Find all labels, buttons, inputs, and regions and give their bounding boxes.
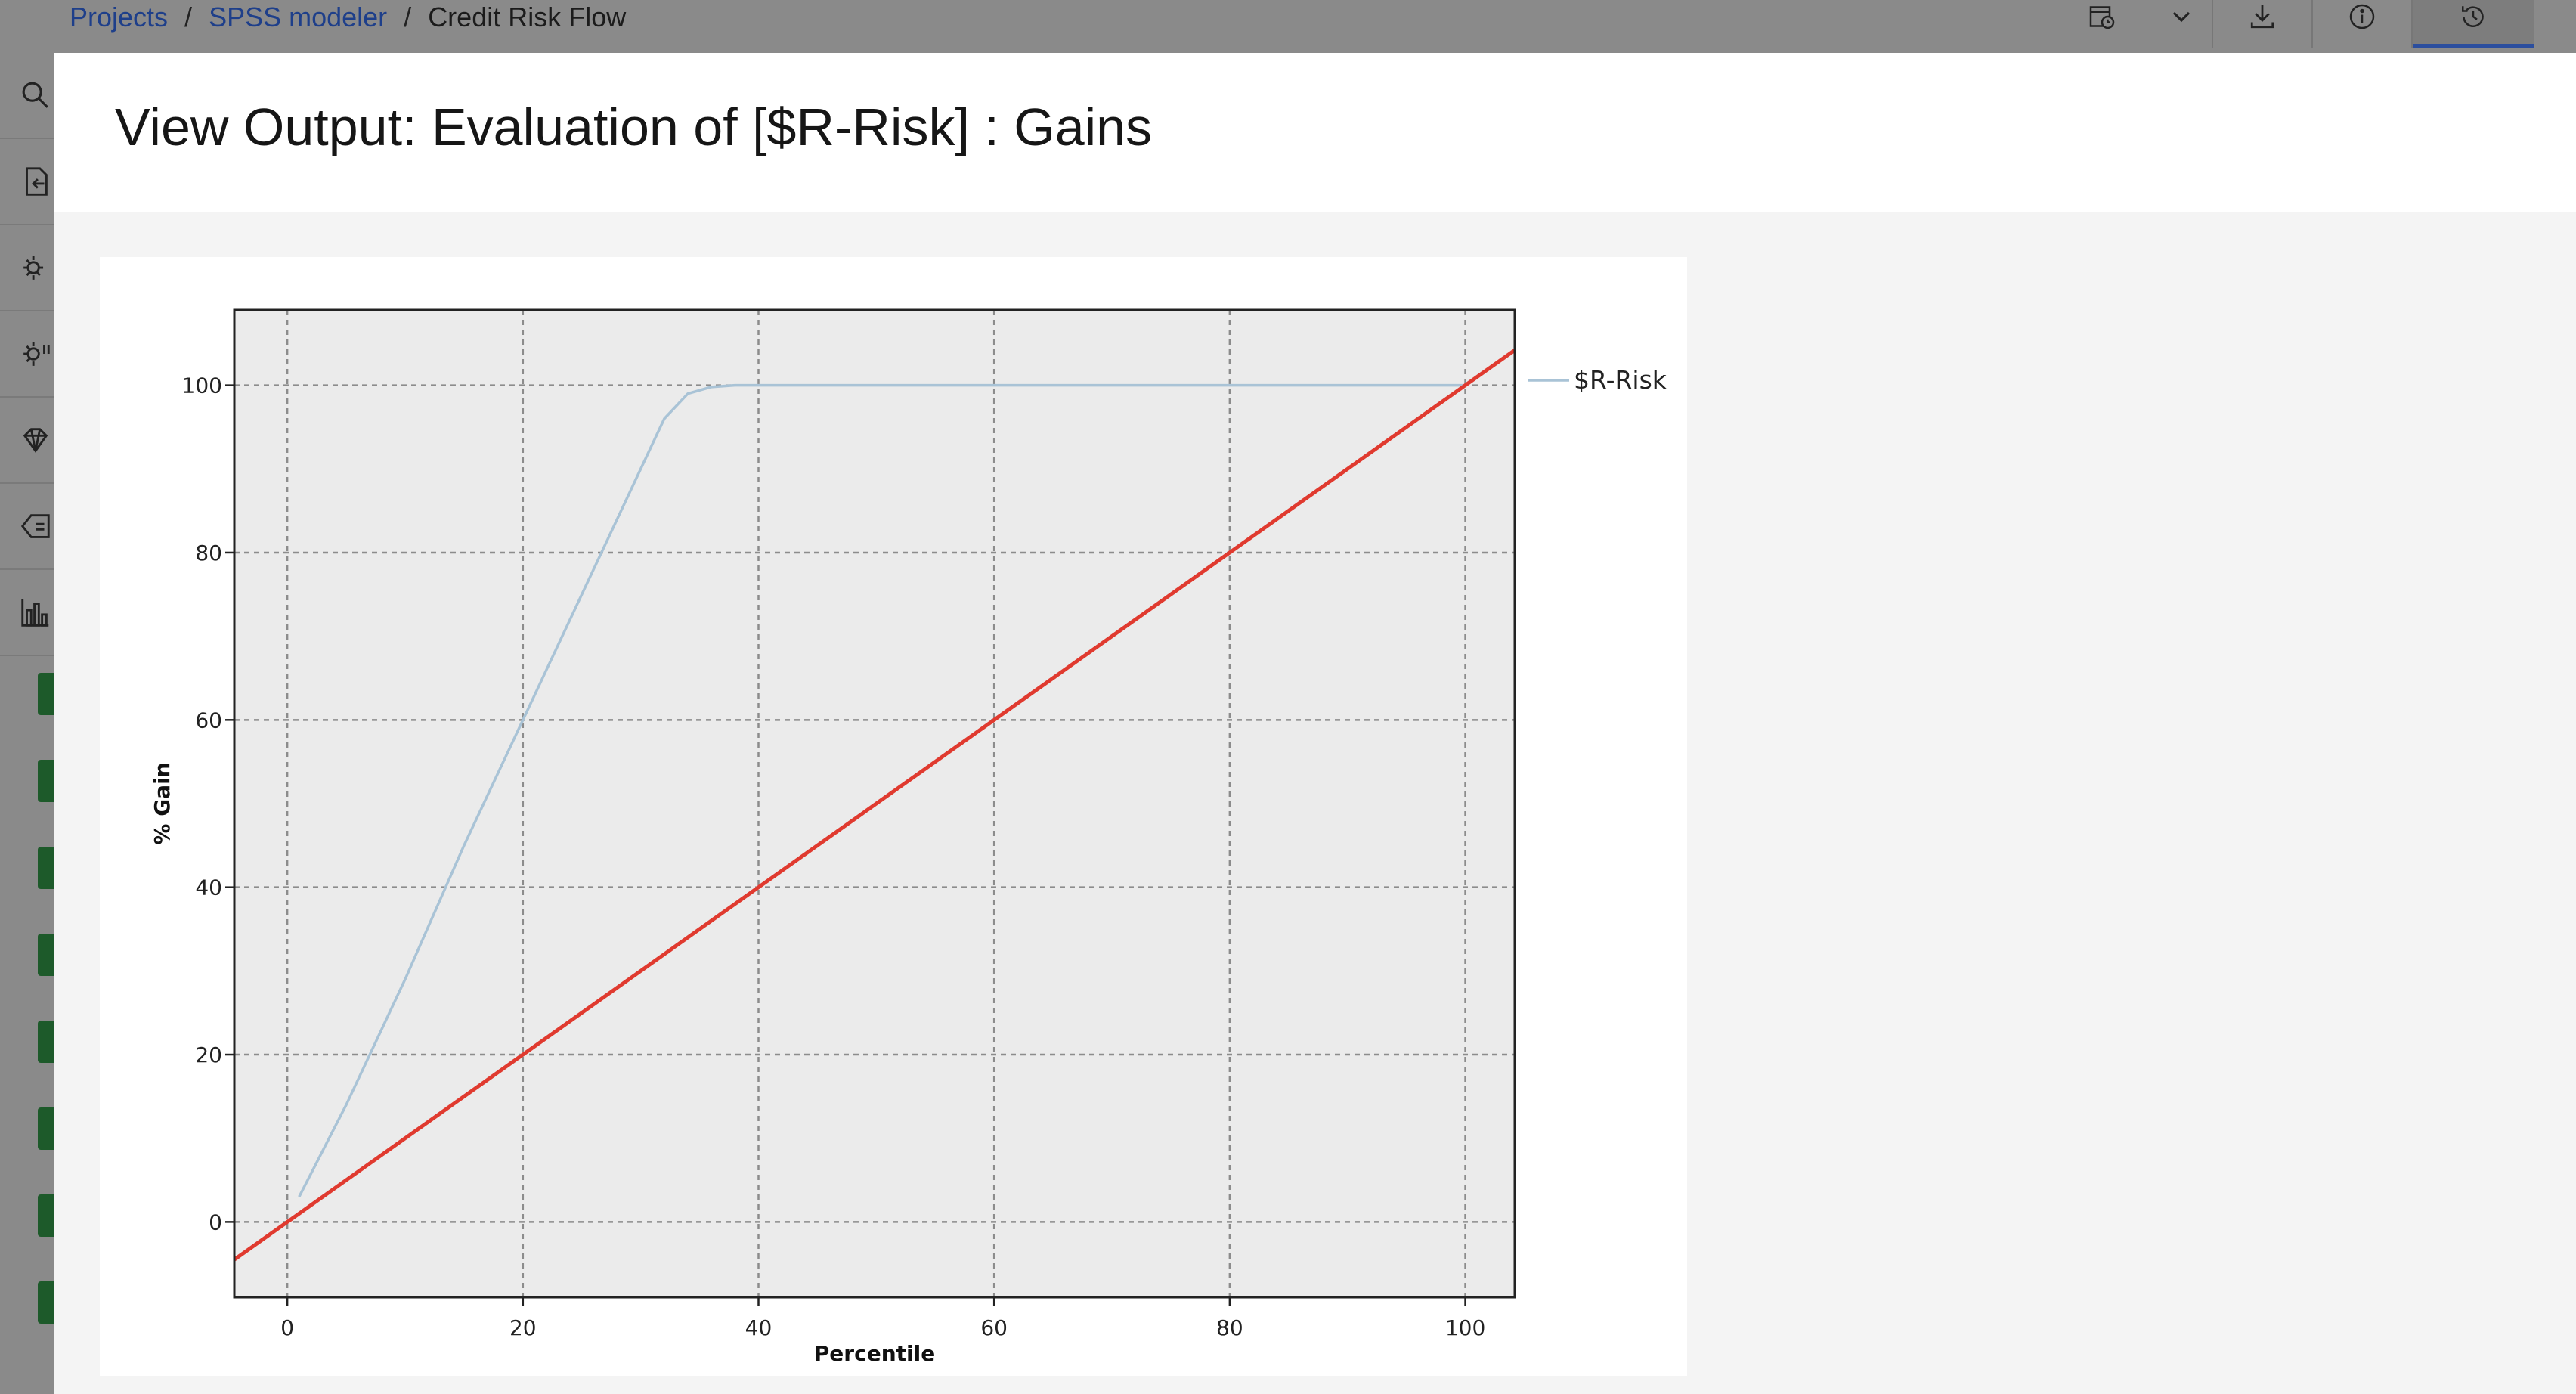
y-tick-label: 20: [195, 1042, 222, 1067]
series-line-baseline: [234, 348, 1515, 1262]
breadcrumb-separator: /: [404, 2, 412, 33]
toolbar: [2053, 0, 2576, 51]
y-tick-label: 80: [195, 541, 222, 565]
search-icon: [22, 82, 48, 108]
history-icon: [2462, 6, 2484, 27]
x-tick-label: 0: [280, 1315, 294, 1340]
plot-border: [233, 308, 1516, 1299]
schedule-menu-button[interactable]: [2151, 0, 2212, 48]
breadcrumb-current: Credit Risk Flow: [428, 2, 627, 33]
rail-field-ops[interactable]: [0, 311, 56, 398]
import-icon: [26, 167, 48, 196]
schedule-button[interactable]: [2053, 0, 2151, 48]
info-icon: [2349, 4, 2375, 29]
text-analytics-icon: [20, 514, 50, 538]
series-line-model: [298, 383, 1466, 1197]
y-tick-label: 0: [209, 1210, 222, 1234]
info-button[interactable]: [2313, 0, 2411, 48]
y-tick-label: 40: [195, 875, 222, 900]
schedule-icon: [2089, 6, 2115, 29]
x-tick-label: 100: [1445, 1315, 1485, 1340]
x-tick-label: 60: [980, 1315, 1008, 1340]
x-tick-label: 40: [745, 1315, 772, 1340]
rail-text-analytics[interactable]: [0, 484, 56, 570]
graphs-icon: [21, 599, 49, 627]
breadcrumb-separator: /: [184, 2, 193, 33]
divider: [2311, 0, 2313, 48]
y-tick-label: 100: [182, 373, 222, 398]
breadcrumb-spss-modeler[interactable]: SPSS modeler: [209, 2, 388, 33]
divider: [2212, 0, 2213, 48]
record-ops-icon: [23, 256, 44, 280]
left-rail: [0, 53, 59, 1394]
x-axis-label: Percentile: [814, 1341, 935, 1366]
y-axis-label: % Gain: [150, 762, 175, 844]
chart-panel: 0 20 40 60 80 100 0 20 40 60 80 100 Percentile % Gain…: [100, 257, 1687, 1376]
chevron-down-icon: [2172, 11, 2191, 23]
gains-chart: 0 20 40 60 80 100 0 20 40 60 80 100 Percentile % Gain…: [150, 308, 1667, 1366]
rail-search[interactable]: [0, 53, 56, 139]
divider: [2411, 0, 2413, 48]
history-button[interactable]: [2413, 0, 2534, 48]
y-tick-label: 60: [195, 708, 222, 733]
field-ops-icon: [23, 342, 50, 366]
x-tick-label: 80: [1216, 1315, 1243, 1340]
output-modal: View Output: Evaluation of [$R-Risk] : G…: [54, 53, 2576, 1394]
breadcrumb: Projects / SPSS modeler / Credit Risk Fl…: [70, 0, 626, 35]
x-tick-label: 20: [509, 1315, 537, 1340]
legend-label: $R-Risk: [1574, 365, 1667, 395]
top-bar: Projects / SPSS modeler / Credit Risk Fl…: [0, 0, 2576, 54]
modal-title: View Output: Evaluation of [$R-Risk] : G…: [115, 98, 1153, 156]
rail-modeling[interactable]: [0, 398, 56, 484]
download-icon: [2250, 5, 2274, 29]
rail-import[interactable]: [0, 139, 56, 225]
download-button[interactable]: [2213, 0, 2311, 48]
rail-graphs[interactable]: [0, 570, 56, 656]
rail-record-ops[interactable]: [0, 225, 56, 311]
breadcrumb-projects[interactable]: Projects: [70, 2, 169, 33]
modal-header: View Output: Evaluation of [$R-Risk] : G…: [54, 53, 2576, 212]
modeling-icon: [23, 428, 48, 453]
